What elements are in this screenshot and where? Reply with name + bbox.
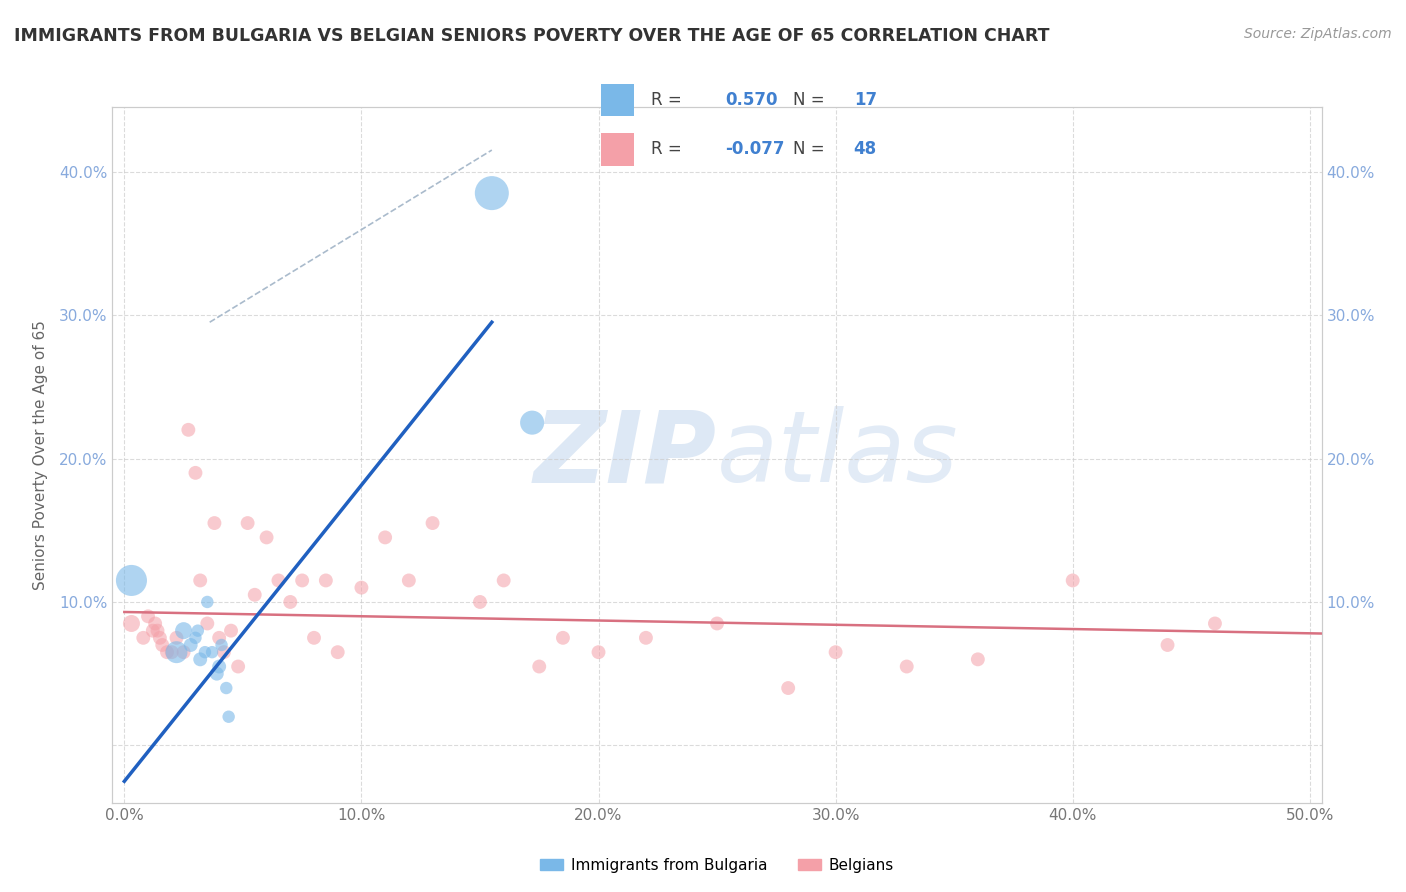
Point [143,616,166,631]
Point [201,645,224,659]
Point [120,616,142,631]
Point [180,638,202,652]
FancyBboxPatch shape [600,134,634,166]
Point [1204,616,1226,631]
Point [588,645,610,659]
Point [146,624,169,638]
Point [302,631,325,645]
Text: N =: N = [793,141,830,159]
Point [149,631,172,645]
Point [177,423,200,437]
Text: 48: 48 [853,141,877,159]
Point [468,595,491,609]
Text: ZIP: ZIP [534,407,717,503]
Point [778,681,800,695]
Point [160,645,183,659]
Y-axis label: Seniors Poverty Over the Age of 65: Seniors Poverty Over the Age of 65 [32,320,48,590]
Text: 0.570: 0.570 [725,91,778,109]
Text: N =: N = [793,91,830,109]
Point [236,516,259,530]
Point [212,645,235,659]
Point [896,659,918,673]
Point [374,530,396,544]
Point [966,652,988,666]
Point [481,186,503,200]
Point [188,574,211,588]
Point [326,645,349,659]
Point [398,574,420,588]
Point [520,416,543,430]
Point [194,645,217,659]
Text: 17: 17 [853,91,877,109]
Point [166,645,188,659]
Point [634,631,657,645]
Point [529,659,551,673]
Point [208,631,231,645]
Text: IMMIGRANTS FROM BULGARIA VS BELGIAN SENIORS POVERTY OVER THE AGE OF 65 CORRELATI: IMMIGRANTS FROM BULGARIA VS BELGIAN SENI… [14,27,1049,45]
Point [120,574,142,588]
Point [184,631,207,645]
FancyBboxPatch shape [600,84,634,116]
Point [215,681,238,695]
Point [132,631,155,645]
Point [150,638,173,652]
Point [1062,574,1084,588]
Point [291,574,314,588]
Point [187,624,209,638]
Point [315,574,337,588]
Point [350,581,373,595]
Point [188,652,211,666]
Point [824,645,846,659]
Point [184,466,207,480]
Point [551,631,574,645]
Point [1156,638,1178,652]
Point [256,530,278,544]
Point [166,631,188,645]
Point [278,595,301,609]
Text: R =: R = [651,91,688,109]
Point [211,638,233,652]
Point [218,710,240,724]
Text: R =: R = [651,141,688,159]
Point [226,659,249,673]
Point [243,588,266,602]
Point [267,574,290,588]
Point [492,574,515,588]
Point [136,609,159,624]
Point [142,624,165,638]
Legend: Immigrants from Bulgaria, Belgians: Immigrants from Bulgaria, Belgians [534,852,900,879]
Point [173,624,195,638]
Point [706,616,728,631]
Point [195,616,218,631]
Point [173,645,195,659]
Point [156,645,179,659]
Point [204,516,226,530]
Point [205,666,228,681]
Text: -0.077: -0.077 [725,141,785,159]
Text: Source: ZipAtlas.com: Source: ZipAtlas.com [1244,27,1392,41]
Point [219,624,242,638]
Point [195,595,218,609]
Point [208,659,231,673]
Point [422,516,444,530]
Text: atlas: atlas [717,407,959,503]
